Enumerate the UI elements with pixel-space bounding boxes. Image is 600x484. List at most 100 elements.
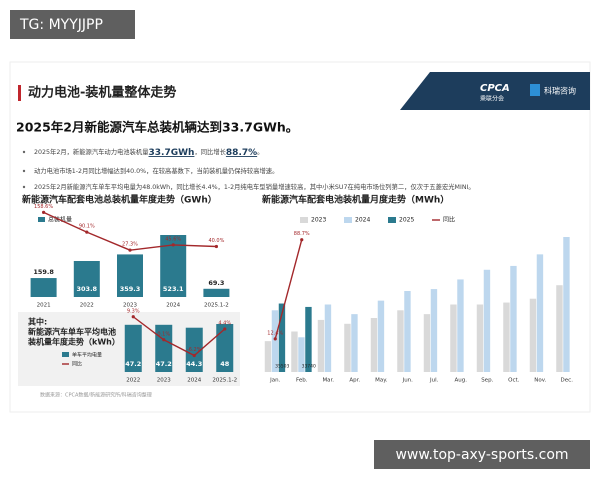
x-tick-label: Nov. — [534, 378, 546, 384]
growth-label: 45.6% — [165, 236, 181, 242]
logo-sub: 乘联分会 — [480, 95, 504, 103]
growth-point — [162, 338, 166, 342]
chart-title: 新能源汽车单车平均电池 — [28, 327, 116, 337]
legend-label: 单车平均电量 — [72, 352, 102, 359]
charts: 新能源汽车配套电池总装机量年度走势（GWh） 2021 2022 2023 2024 20… — [18, 194, 573, 386]
chart-title: 其中: — [28, 317, 47, 327]
x-tick-label: Apr. — [349, 378, 360, 384]
bar — [536, 254, 544, 372]
watermark-box — [374, 440, 590, 469]
growth-label: 27.3% — [122, 242, 138, 248]
bullet-text: 33.7GWh — [149, 148, 195, 158]
growth-label: -6.2% — [187, 347, 202, 353]
x-tick-label: 2022 — [80, 303, 94, 309]
bar — [264, 341, 272, 372]
bar — [344, 323, 351, 372]
growth-label: 88.7% — [294, 231, 310, 237]
bar — [556, 285, 563, 372]
bullet-text: 2025年2月新能源汽车单车平均电量为48.0kWh，同比增长4.4%，1-2月… — [34, 182, 475, 191]
bar — [377, 300, 385, 372]
growth-point — [273, 337, 277, 341]
watermark-box — [10, 10, 135, 39]
bullet: 2025年2月新能源汽车单车平均电量为48.0kWh，同比增长4.4%，1-2月… — [34, 182, 475, 191]
value-label: 69.3 — [208, 279, 224, 287]
bullet-text: 88.7% — [226, 148, 257, 158]
chart-title: 新能源汽车配套电池装机量月度走势（MWh） — [262, 194, 449, 206]
x-tick-label: Oct. — [508, 378, 520, 384]
value-label: 159.8 — [33, 268, 54, 276]
value-label: 523.1 — [163, 285, 184, 293]
bullet: 动力电池市场1-2月同比增幅达到40.0%，在较高基数下，当前装机量仍保持较高增… — [34, 166, 278, 175]
x-tick-label: 2024 — [187, 378, 201, 384]
legend-label: 同比 — [72, 361, 82, 368]
value-label: 44.3 — [186, 360, 202, 368]
bar — [185, 327, 203, 372]
growth-point — [131, 315, 135, 319]
x-tick-label: 2025.1-2 — [204, 303, 229, 309]
value-label: 33740 — [302, 364, 316, 370]
header-title: 动力电池-装机量整体走势 — [28, 85, 176, 101]
growth-label: 0.1% — [157, 331, 170, 337]
value-label: 35503 — [275, 364, 289, 370]
growth-point — [223, 327, 227, 331]
logo-icon — [530, 84, 540, 96]
bullet-dot — [22, 185, 26, 189]
x-tick-label: 2022 — [126, 378, 140, 384]
x-tick-label: 2023 — [157, 378, 171, 384]
bar — [324, 304, 332, 372]
watermark: www.top-axy-sports.com — [395, 447, 568, 463]
bullet: 2025年2月，新能源汽车动力电池装机量33.7GWh，同比增长88.7%。 — [34, 147, 263, 158]
growth-line — [132, 316, 226, 357]
x-tick-label: 2021 — [37, 303, 51, 309]
bar — [351, 314, 358, 372]
chart-title: 新能源汽车配套电池总装机量年度走势（GWh） — [22, 194, 217, 206]
x-tick-label: Jul. — [429, 378, 439, 384]
x-tick-label: Jan. — [269, 378, 280, 384]
chart-title: 装机量年度走势（kWh） — [27, 337, 120, 347]
bar — [397, 310, 404, 372]
growth-label: 12.4% — [267, 330, 283, 336]
bar — [450, 304, 457, 372]
legend-label: 2023 — [311, 217, 326, 224]
bar — [271, 310, 279, 372]
bar — [216, 324, 234, 372]
growth-line — [274, 239, 303, 340]
source: 数据来源：CPCA数据/新能源研究所/科瑞咨询整理 — [40, 392, 152, 399]
header-band — [400, 72, 590, 110]
bar — [457, 279, 464, 372]
x-tick-label: Feb. — [296, 378, 308, 384]
growth-point — [128, 248, 132, 252]
legend-label: 2025 — [399, 217, 414, 224]
bar — [117, 254, 143, 297]
bar — [73, 260, 100, 297]
growth-point — [171, 243, 175, 247]
logo: 科瑞咨询 — [544, 86, 576, 96]
bullet-text: ，同比增长 — [194, 147, 226, 156]
headline: 2025年2月新能源汽车总装机辆达到33.7GWh。 — [16, 120, 298, 135]
growth-label: 90.1% — [79, 224, 95, 230]
bar — [291, 331, 298, 372]
growth-point — [85, 230, 89, 234]
growth-point — [214, 244, 218, 249]
bar — [298, 337, 305, 372]
legend-swatch — [388, 217, 396, 223]
bar — [430, 289, 438, 372]
value-label: 303.8 — [77, 285, 98, 293]
growth-point — [300, 238, 304, 242]
bar — [483, 269, 491, 372]
x-tick-label: Jun. — [402, 378, 414, 384]
bar — [203, 288, 230, 297]
bar — [423, 314, 431, 372]
legend-swatch — [38, 217, 45, 222]
watermark: TG: MYYJJPP — [19, 17, 103, 33]
bar — [317, 319, 325, 372]
bar — [510, 265, 517, 372]
growth-point — [192, 353, 196, 358]
bullet-text: 2025年2月，新能源汽车动力电池装机量 — [34, 147, 149, 156]
bullets: 2025年2月，新能源汽车动力电池装机量33.7GWh，同比增长88.7%。动力… — [22, 147, 475, 191]
bar — [529, 298, 537, 372]
growth-point — [42, 210, 46, 215]
legend-swatch — [62, 352, 69, 357]
bar — [503, 302, 510, 372]
legend-swatch — [300, 217, 308, 223]
